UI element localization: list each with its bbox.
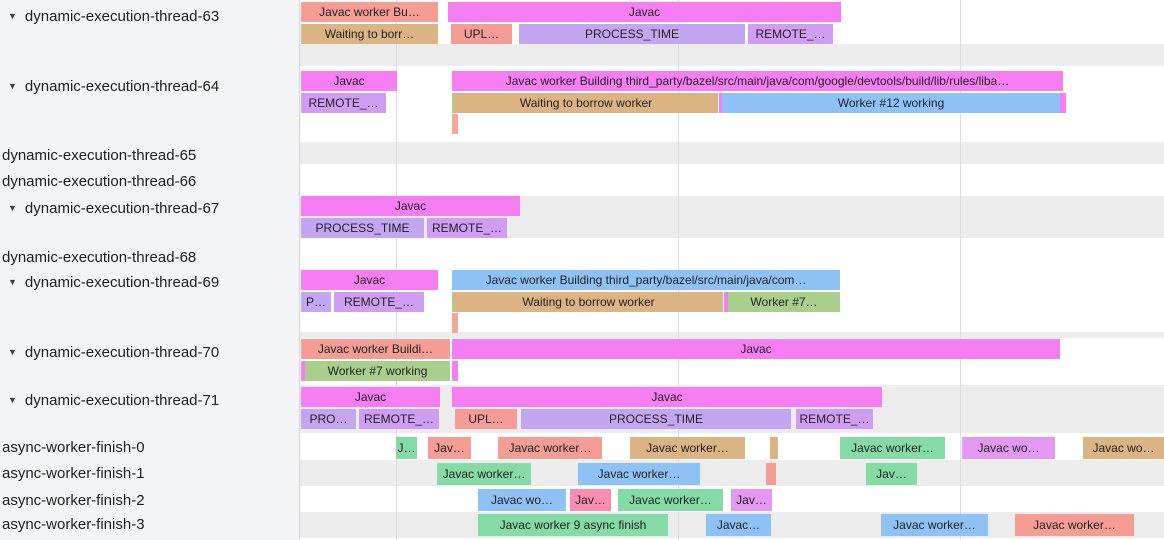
trace-event-bar[interactable] <box>452 361 458 381</box>
thread-list-sidebar: ▼ dynamic-execution-thread-63 ▼ dynamic-exe… <box>0 0 300 540</box>
trace-event-bar[interactable]: Javac worker Building third_party/bazel/… <box>452 71 1063 91</box>
collapse-triangle-icon[interactable]: ▼ <box>8 277 17 287</box>
collapse-triangle-icon[interactable]: ▼ <box>8 81 17 91</box>
trace-event-bar[interactable]: Waiting to borrow worker <box>454 93 718 113</box>
thread-row-async-worker-finish-3[interactable]: async-worker-finish-3 <box>0 513 300 535</box>
thread-row-dynamic-execution-thread-69[interactable]: ▼ dynamic-execution-thread-69 <box>0 271 298 293</box>
thread-row-async-worker-finish-0[interactable]: async-worker-finish-0 <box>0 436 300 458</box>
thread-label: async-worker-finish-2 <box>2 491 145 509</box>
trace-event-bar[interactable]: Javac <box>452 339 1060 359</box>
trace-event-bar[interactable]: Waiting to borrow worker <box>454 292 723 312</box>
trace-event-bar[interactable] <box>724 292 730 312</box>
trace-event-bar[interactable]: Jav… <box>731 489 772 511</box>
thread-label: dynamic-execution-thread-63 <box>24 7 220 25</box>
trace-event-bar[interactable]: REMOTE_… <box>796 409 873 429</box>
trace-event-bar[interactable]: PRO… <box>301 409 356 429</box>
trace-event-bar[interactable]: Worker #7 working <box>305 361 450 381</box>
trace-event-bar[interactable]: Javac worker… <box>1015 514 1134 536</box>
thread-label: dynamic-execution-thread-65 <box>2 146 197 164</box>
trace-event-bar[interactable] <box>452 313 458 333</box>
trace-event-bar[interactable]: Jav… <box>428 437 471 459</box>
trace-event-bar[interactable]: Jav… <box>570 489 611 511</box>
trace-event-bar[interactable]: REMOTE_… <box>748 24 833 44</box>
trace-event-bar[interactable]: Waiting to borr… <box>301 24 438 44</box>
row-stripe <box>0 332 1164 338</box>
thread-label: dynamic-execution-thread-68 <box>2 248 197 266</box>
trace-event-bar[interactable]: Javac <box>301 270 438 290</box>
trace-event-bar[interactable]: REMOTE_… <box>427 218 507 238</box>
trace-event-bar[interactable] <box>452 114 458 134</box>
trace-event-bar[interactable]: REMOTE_… <box>359 409 439 429</box>
thread-row-dynamic-execution-thread-65[interactable]: dynamic-execution-thread-65 <box>0 144 300 166</box>
trace-event-bar[interactable]: Javac worker… <box>618 489 723 511</box>
trace-event-bar[interactable] <box>1060 93 1066 113</box>
thread-row-dynamic-execution-thread-63[interactable]: ▼ dynamic-execution-thread-63 <box>0 5 298 27</box>
collapse-triangle-icon[interactable]: ▼ <box>8 347 17 357</box>
thread-row-async-worker-finish-1[interactable]: async-worker-finish-1 <box>0 462 300 484</box>
thread-row-async-worker-finish-2[interactable]: async-worker-finish-2 <box>0 489 300 511</box>
trace-event-bar[interactable]: Javac <box>301 196 520 216</box>
trace-event-bar[interactable]: Javac worker… <box>578 463 700 485</box>
trace-event-bar[interactable]: Javac worker 9 async finish <box>478 514 668 536</box>
trace-event-bar[interactable]: Javac <box>301 387 440 407</box>
thread-label: async-worker-finish-0 <box>2 438 145 456</box>
collapse-triangle-icon[interactable]: ▼ <box>8 203 17 213</box>
trace-event-bar[interactable]: REMOTE_… <box>334 292 424 312</box>
thread-label: dynamic-execution-thread-70 <box>24 343 220 361</box>
thread-row-dynamic-execution-thread-64[interactable]: ▼ dynamic-execution-thread-64 <box>0 75 298 97</box>
trace-event-bar[interactable]: Worker #12 working <box>722 93 1060 113</box>
thread-label: dynamic-execution-thread-69 <box>24 273 220 291</box>
trace-event-bar[interactable]: Javac worker… <box>881 514 988 536</box>
collapse-triangle-icon[interactable]: ▼ <box>8 395 17 405</box>
thread-label: dynamic-execution-thread-67 <box>24 199 220 217</box>
time-gridline <box>960 0 961 540</box>
trace-event-bar[interactable] <box>301 361 307 381</box>
trace-event-bar[interactable]: Javac worker… <box>630 437 745 459</box>
trace-event-bar[interactable]: J… <box>396 437 417 459</box>
thread-label: async-worker-finish-3 <box>2 515 145 533</box>
trace-event-bar[interactable]: P… <box>301 292 331 312</box>
trace-event-bar[interactable]: Javac wo… <box>1083 437 1164 459</box>
trace-event-bar[interactable]: Javac wo… <box>962 437 1055 459</box>
thread-row-dynamic-execution-thread-68[interactable]: dynamic-execution-thread-68 <box>0 246 300 268</box>
trace-event-bar[interactable]: UPL… <box>455 409 517 429</box>
trace-event-bar[interactable]: Javac <box>452 387 882 407</box>
thread-label: dynamic-execution-thread-66 <box>2 172 197 190</box>
thread-row-dynamic-execution-thread-70[interactable]: ▼ dynamic-execution-thread-70 <box>0 341 298 363</box>
thread-row-dynamic-execution-thread-66[interactable]: dynamic-execution-thread-66 <box>0 170 300 192</box>
trace-event-bar[interactable]: Jav… <box>866 463 917 485</box>
trace-event-bar[interactable]: Javac worker Building third_party/bazel/… <box>452 270 840 290</box>
trace-event-bar[interactable]: Javac <box>448 2 841 22</box>
trace-event-bar[interactable]: Javac worker… <box>498 437 602 459</box>
trace-event-bar[interactable]: Javac <box>301 71 397 91</box>
trace-event-bar[interactable]: Javac worker… <box>840 437 945 459</box>
trace-event-bar[interactable]: PROCESS_TIME <box>519 24 745 44</box>
trace-event-bar[interactable]: Javac worker Buildi… <box>301 339 450 359</box>
trace-event-bar[interactable]: Javac worker Bu… <box>301 2 438 22</box>
trace-event-bar[interactable]: Worker #7… <box>728 292 840 312</box>
thread-row-dynamic-execution-thread-67[interactable]: ▼ dynamic-execution-thread-67 <box>0 197 298 219</box>
trace-event-bar[interactable] <box>766 463 776 485</box>
thread-label: async-worker-finish-1 <box>2 464 145 482</box>
thread-row-dynamic-execution-thread-71[interactable]: ▼ dynamic-execution-thread-71 <box>0 389 298 411</box>
trace-event-bar[interactable]: PROCESS_TIME <box>521 409 791 429</box>
thread-label: dynamic-execution-thread-64 <box>24 77 220 95</box>
thread-label: dynamic-execution-thread-71 <box>24 391 220 409</box>
trace-event-bar[interactable]: REMOTE_… <box>301 93 386 113</box>
trace-event-bar[interactable]: PROCESS_TIME <box>301 218 424 238</box>
trace-event-bar[interactable]: Javac worker… <box>437 463 531 485</box>
trace-event-bar[interactable]: UPL… <box>451 24 512 44</box>
trace-event-bar[interactable]: Javac wo… <box>478 489 566 511</box>
collapse-triangle-icon[interactable]: ▼ <box>8 11 17 21</box>
trace-event-bar[interactable] <box>770 437 778 459</box>
trace-event-bar[interactable]: Javac… <box>706 514 771 536</box>
